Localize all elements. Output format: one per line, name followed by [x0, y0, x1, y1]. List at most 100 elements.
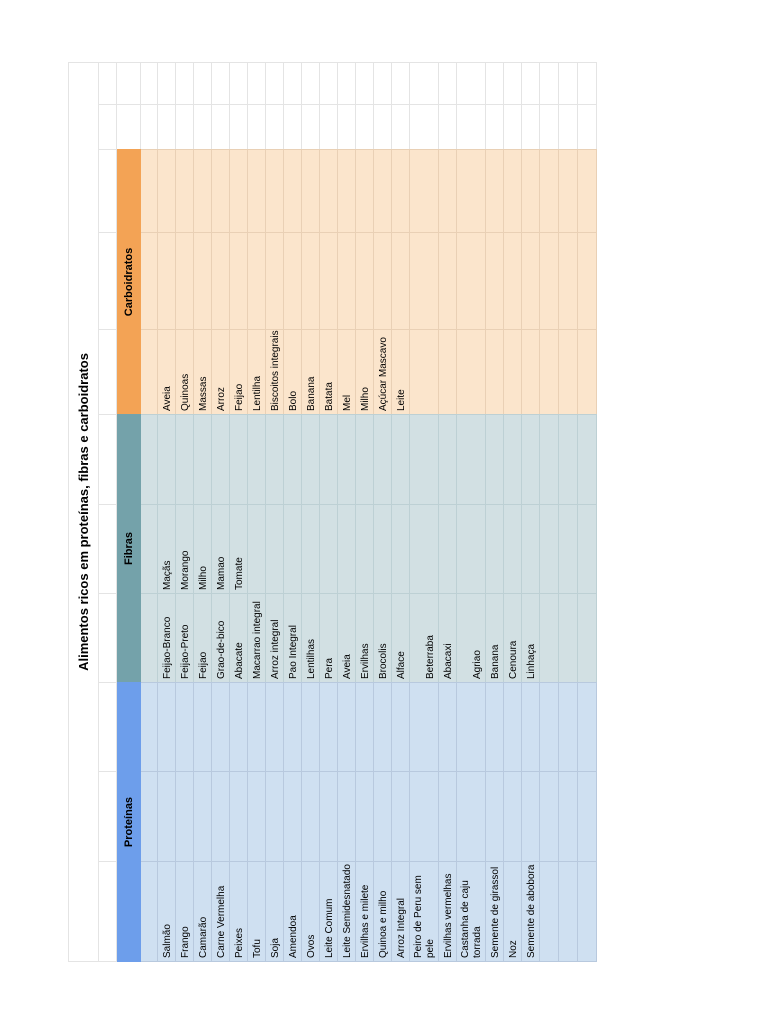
empty-cell	[140, 593, 158, 683]
empty-cell	[558, 593, 578, 683]
empty-cell	[175, 682, 194, 772]
cell-proteinas-row20: Semente de abobora	[521, 861, 540, 962]
empty-cell	[373, 414, 392, 505]
empty-cell	[247, 104, 266, 150]
cell-fibras-a-row19: Cenoura	[503, 593, 522, 683]
empty-cell	[301, 149, 320, 233]
empty-cell	[319, 682, 338, 772]
cell-proteinas-row17: Castanha de caju torrada	[456, 861, 486, 962]
empty-cell	[539, 771, 559, 862]
table-row: Camarão Feijao Milho Massas	[193, 62, 212, 962]
title-row: Alimentos ricos em proteínas, fibras e c…	[68, 62, 99, 962]
empty-cell	[283, 504, 302, 594]
cell-fibras-a-row11: Aveia	[337, 593, 356, 683]
rotated-spreadsheet: Alimentos ricos em proteínas, fibras e c…	[68, 61, 597, 962]
empty-cell	[391, 414, 410, 505]
empty-cell	[283, 414, 302, 505]
empty-cell	[301, 104, 320, 150]
table-row: Semente de abobora Linhaça	[521, 62, 540, 962]
table-row: Quinoa e milho Brocolis Açúcar Mascavo	[373, 62, 392, 962]
empty-cell	[301, 771, 320, 862]
empty-cell	[503, 232, 522, 330]
empty-cell	[283, 149, 302, 233]
empty-cell	[157, 682, 176, 772]
empty-cell	[456, 232, 486, 330]
empty-cell	[140, 414, 158, 505]
spacer-row	[98, 62, 117, 962]
cell-carboidratos-row10: Batata	[319, 329, 338, 415]
empty-cell	[558, 149, 578, 233]
empty-cell	[157, 414, 176, 505]
empty-cell	[301, 232, 320, 330]
cell-carboidratos-row4: Arroz	[211, 329, 230, 415]
table-row: Amendoa Pao Integral Bolo	[283, 62, 302, 962]
empty-cell	[577, 593, 597, 683]
empty-cell	[229, 414, 248, 505]
table-row: Ovos Lentilhas Banana	[301, 62, 320, 962]
cell-carboidratos-row12: Milho	[355, 329, 374, 415]
empty-cell	[438, 232, 457, 330]
cell-fibras-a-row5: Abacate	[229, 593, 248, 683]
empty-cell	[409, 232, 439, 330]
empty-cell	[211, 232, 230, 330]
empty-cell	[98, 771, 117, 862]
empty-cell	[539, 504, 559, 594]
cell-fibras-a-row2: Feijao-Preto	[175, 593, 194, 683]
empty-cell	[503, 329, 522, 415]
table-row: Semente de girassol Banana	[485, 62, 504, 962]
cell-proteinas-row5: Peixes	[229, 861, 248, 962]
empty-cell	[391, 232, 410, 330]
empty-cell	[355, 504, 374, 594]
empty-cell	[373, 104, 392, 150]
empty-cell	[157, 62, 176, 105]
empty-cell	[319, 504, 338, 594]
cell-proteinas-row14: Arroz Integral	[391, 861, 410, 962]
cell-fibras-a-row10: Pera	[319, 593, 338, 683]
empty-cell	[193, 62, 212, 105]
cell-proteinas-row12: Ervilhas e milete	[355, 861, 374, 962]
empty-cell	[229, 232, 248, 330]
empty-cell	[229, 104, 248, 150]
empty-cell	[456, 504, 486, 594]
empty-cell	[409, 504, 439, 594]
empty-cell	[337, 771, 356, 862]
empty-cell	[521, 329, 540, 415]
cell-proteinas-row7: Soja	[265, 861, 284, 962]
empty-cell	[391, 104, 410, 150]
empty-cell	[140, 504, 158, 594]
empty-cell	[539, 414, 559, 505]
empty-cell	[157, 104, 176, 150]
sheet-title: Alimentos ricos em proteínas, fibras e c…	[68, 62, 99, 962]
empty-cell	[438, 771, 457, 862]
empty-cell	[521, 682, 540, 772]
cell-proteinas-row18: Semente de girassol	[485, 861, 504, 962]
empty-cell	[175, 232, 194, 330]
header-fibras: Fibras	[116, 414, 141, 683]
empty-cell	[265, 232, 284, 330]
empty-cell	[577, 414, 597, 505]
empty-cell	[577, 149, 597, 233]
empty-cell	[229, 62, 248, 105]
empty-cell	[409, 414, 439, 505]
empty-cell	[283, 682, 302, 772]
empty-cell	[319, 149, 338, 233]
empty-cell	[265, 682, 284, 772]
empty-cell	[373, 504, 392, 594]
empty-cell	[211, 149, 230, 233]
cell-fibras-a-row1: Feijao-Branco	[157, 593, 176, 683]
empty-cell	[558, 861, 578, 962]
empty-cell	[98, 149, 117, 233]
empty-cell	[438, 62, 457, 105]
empty-cell	[98, 104, 117, 150]
grid-row	[558, 62, 578, 962]
cell-fibras-b-row1: Maçãs	[157, 504, 176, 594]
empty-cell	[193, 149, 212, 233]
empty-cell	[485, 149, 504, 233]
empty-cell	[283, 62, 302, 105]
empty-cell	[521, 504, 540, 594]
empty-cell	[211, 414, 230, 505]
empty-cell	[116, 62, 141, 105]
cell-proteinas-row8: Amendoa	[283, 861, 302, 962]
empty-cell	[558, 62, 578, 105]
empty-cell	[355, 414, 374, 505]
